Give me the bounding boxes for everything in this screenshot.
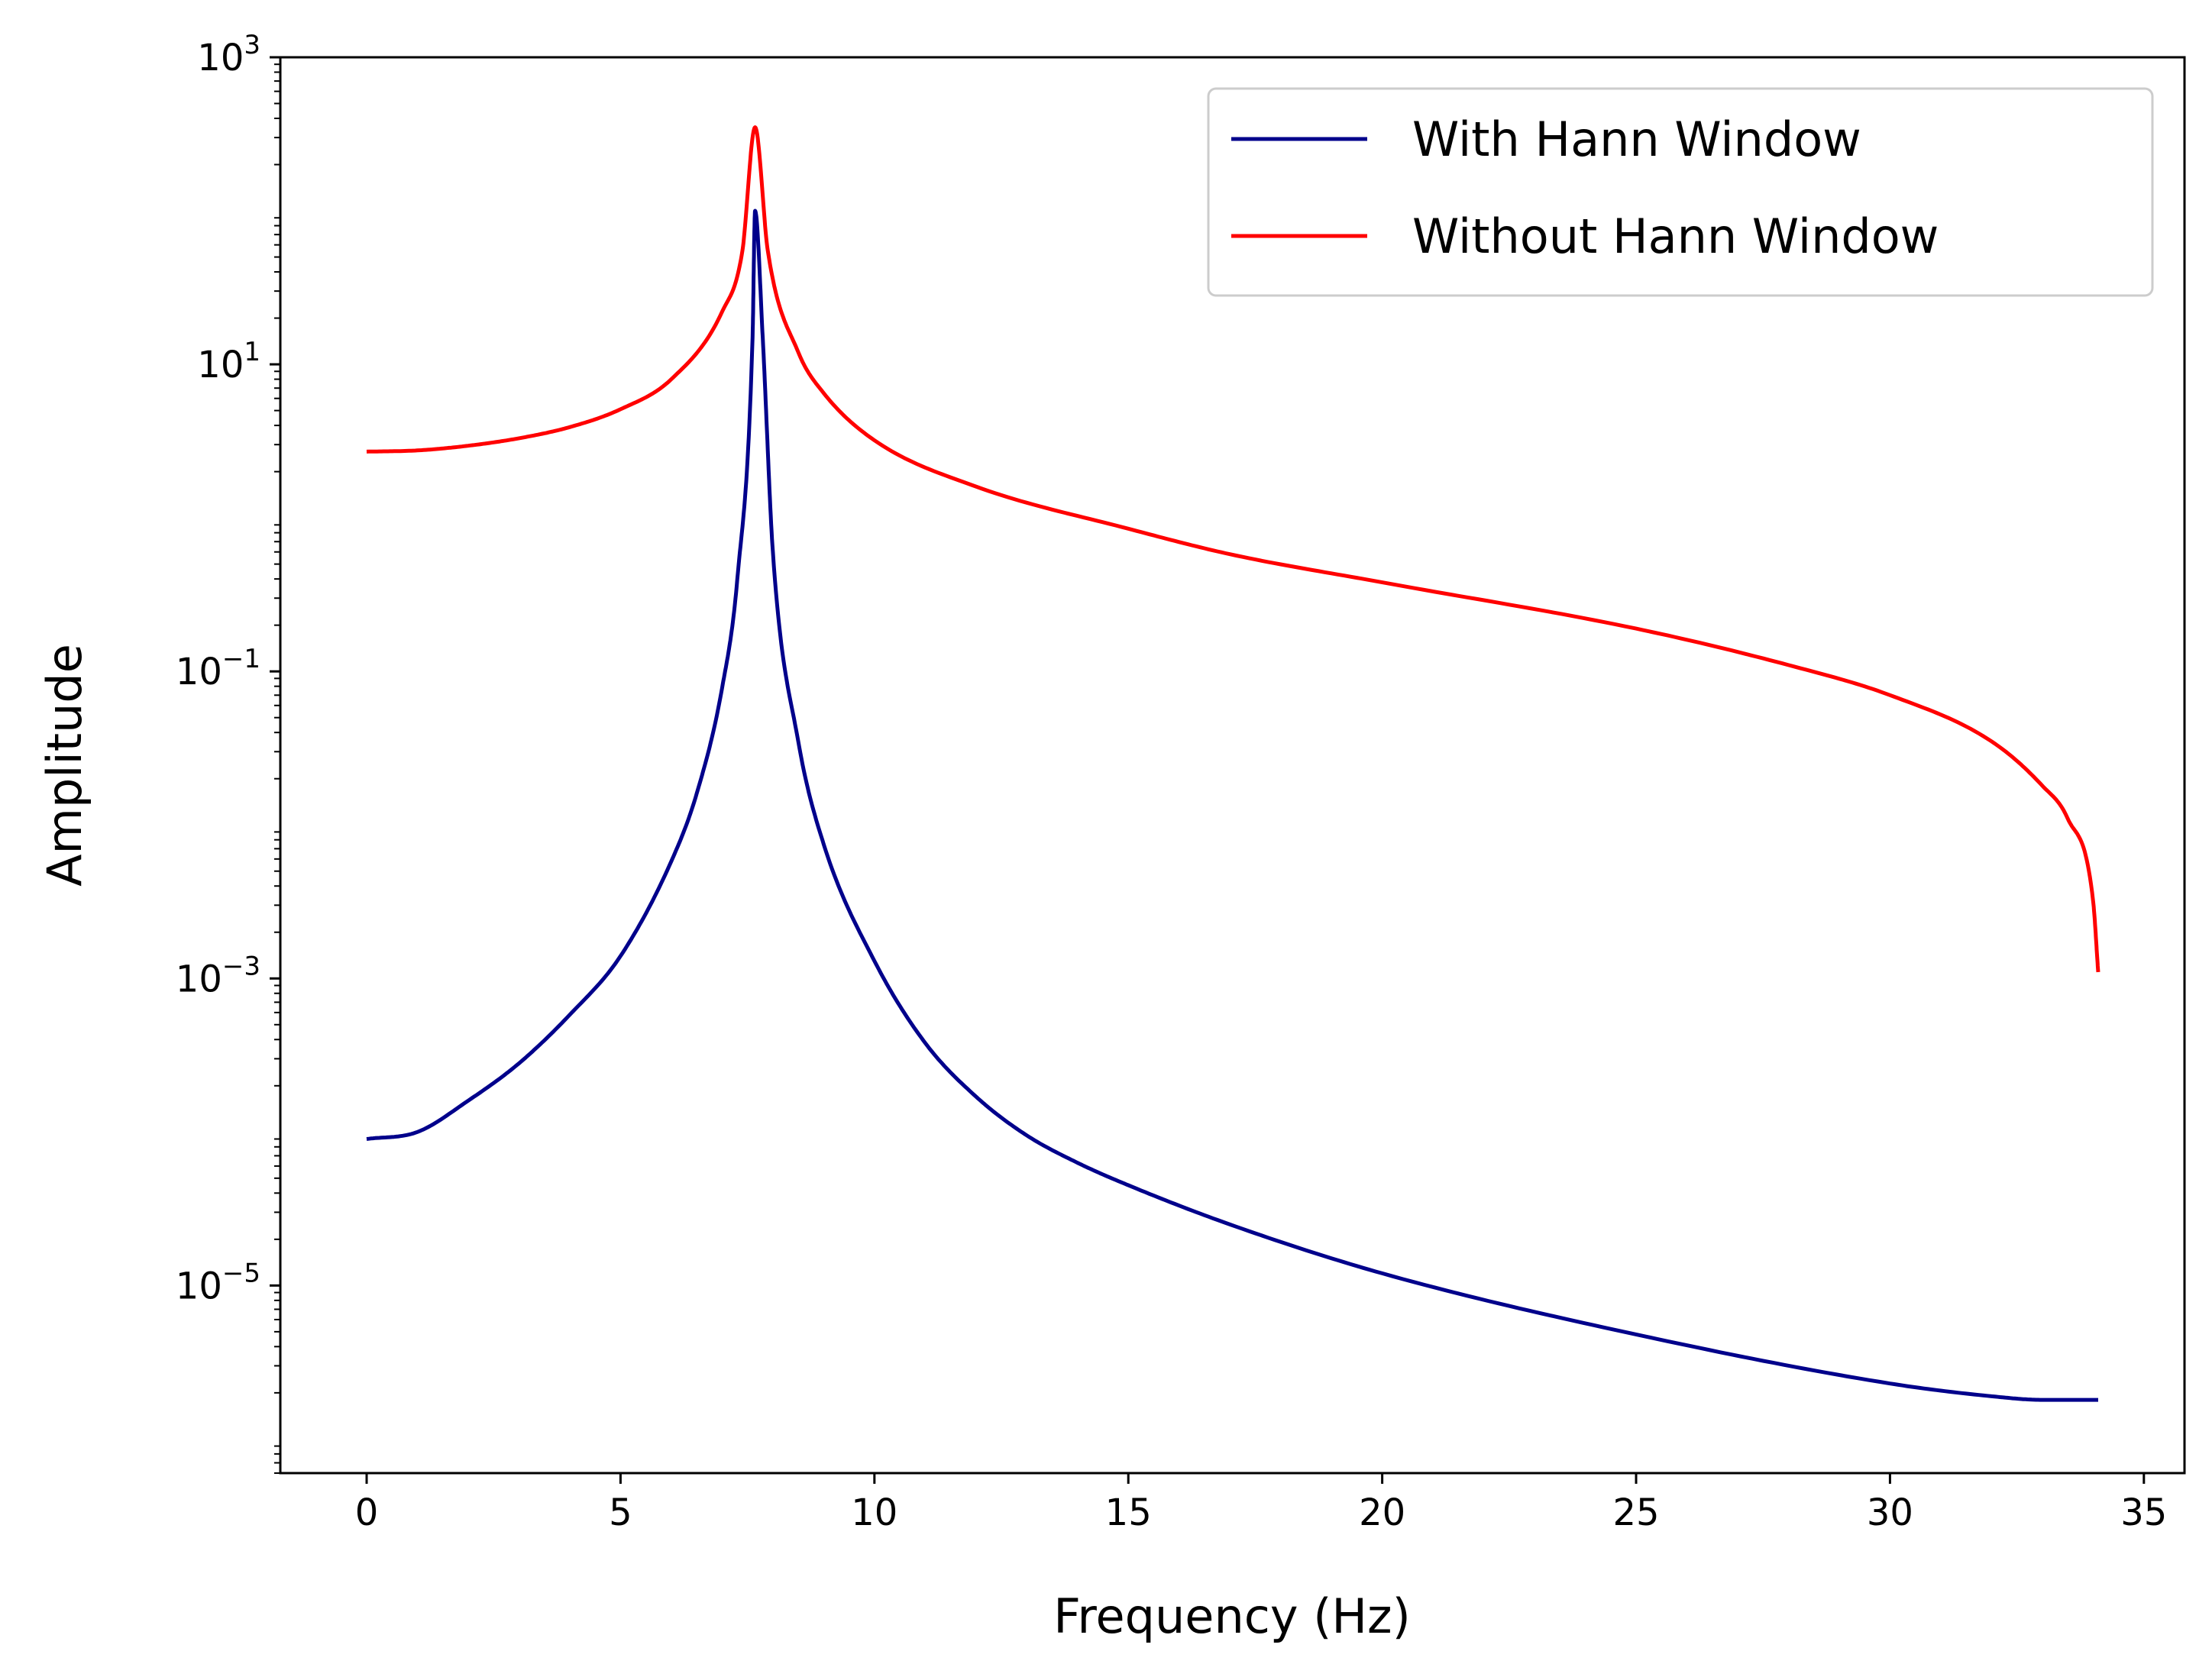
x-tick-label: 15	[1105, 1491, 1152, 1534]
y-axis-label: Amplitude	[37, 644, 92, 887]
series-line-without-hann	[366, 125, 2100, 973]
y-axis: 103 101 10−1 10−3 10−5	[176, 30, 280, 1474]
legend-label-no-hann: Without Hann Window	[1412, 208, 1939, 264]
plot-frame	[279, 56, 2186, 1475]
x-tick-label: 35	[2120, 1491, 2167, 1534]
series-layer	[366, 125, 2100, 1402]
x-axis: 0 5 10 15 20 25 30 35	[355, 1473, 2167, 1534]
x-tick-label: 10	[851, 1491, 897, 1534]
y-tick-label: 10−5	[176, 1258, 260, 1307]
x-tick-label: 5	[609, 1491, 632, 1534]
legend-box	[1207, 87, 2154, 297]
x-axis-label: Frequency (Hz)	[1053, 1588, 1411, 1644]
y-tick-label: 103	[197, 30, 260, 79]
y-tick-label: 10−3	[176, 951, 260, 1000]
x-tick-label: 20	[1359, 1491, 1405, 1534]
x-tick-label: 25	[1612, 1491, 1659, 1534]
legend-label-hann: With Hann Window	[1412, 111, 1861, 167]
legend: With Hann Window Without Hann Window	[1207, 87, 2154, 297]
y-tick-label: 101	[197, 337, 260, 386]
y-tick-label: 10−1	[176, 644, 260, 693]
x-tick-label: 30	[1867, 1491, 1913, 1534]
x-tick-label: 0	[355, 1491, 379, 1534]
plot-area	[279, 56, 2186, 1475]
series-line-with-hann	[366, 208, 2098, 1402]
